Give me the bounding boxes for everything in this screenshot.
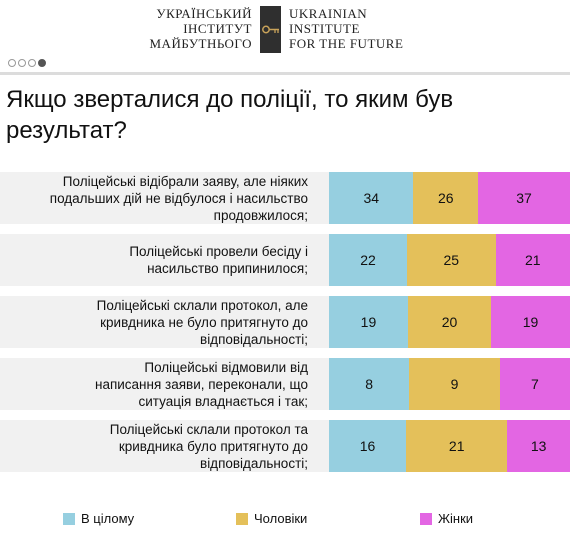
logo-line: Український — [156, 6, 252, 21]
bar-segment: 26 — [413, 172, 479, 224]
category-label: Поліцейські склали протокол, але кривдник… — [10, 297, 308, 348]
data-label: 21 — [448, 438, 465, 454]
data-label: 25 — [443, 252, 460, 268]
data-label: 9 — [450, 376, 459, 392]
logo-text-english: Ukrainian Institute for the Future — [289, 6, 403, 51]
category-label-line: Поліцейські склали протокол та — [109, 421, 308, 437]
bar-segment: 7 — [499, 358, 570, 410]
bar-segment: 25 — [406, 234, 496, 286]
logo-line: Інститут — [183, 21, 252, 36]
category-label: Поліцейські склали протокол та кривдника … — [10, 421, 308, 472]
logo-line: for the Future — [289, 36, 404, 51]
legend-item: Чоловіки — [236, 511, 307, 526]
bar-segment: 22 — [329, 234, 407, 286]
legend-swatch — [236, 512, 248, 525]
key-logo-icon — [260, 6, 281, 53]
legend-item: В цілому — [63, 511, 134, 526]
bar-segment: 19 — [329, 296, 408, 348]
header: Український Інститут Майбутнього Ukraini… — [0, 0, 570, 60]
pager-dot[interactable] — [28, 59, 36, 67]
data-label: 8 — [365, 376, 374, 392]
bar-segment: 16 — [329, 420, 407, 472]
category-label-line: відповідальності; — [200, 455, 308, 471]
bar-segment: 8 — [329, 358, 410, 410]
pager-dot[interactable] — [8, 59, 16, 67]
bar-segment: 21 — [495, 234, 570, 286]
legend-swatch — [420, 512, 432, 525]
category-label-line: Поліцейські відібрали заяву, але ніяких — [62, 173, 308, 189]
category-label-line: подальших дій не відбулося і насильство — [49, 190, 308, 206]
data-label: 26 — [437, 190, 454, 206]
data-label: 7 — [530, 376, 539, 392]
category-label-line: кривдника було притягнуто до — [118, 438, 308, 454]
title-divider — [0, 72, 570, 75]
data-label: 34 — [363, 190, 380, 206]
legend-label: Жінки — [438, 511, 474, 526]
bar-segment: 19 — [491, 296, 570, 348]
legend-swatch — [63, 512, 75, 525]
logo-line: Майбутнього — [149, 36, 252, 51]
bar-segment: 21 — [406, 420, 508, 472]
chart-title: Якщо зверталися до поліції, то яким був … — [6, 86, 454, 144]
bar-segment: 9 — [409, 358, 500, 410]
bar-segment: 37 — [478, 172, 570, 224]
data-label: 19 — [522, 314, 539, 330]
pager-dot[interactable] — [18, 59, 26, 67]
data-label: 37 — [516, 190, 532, 206]
bar-segment: 34 — [329, 172, 414, 224]
pager-dot-active[interactable] — [38, 59, 46, 67]
category-label: Поліцейські відмовили від написання заяви… — [10, 359, 308, 410]
category-label-line: Поліцейські відмовили від — [144, 359, 308, 375]
category-label-line: Поліцейські склали протокол, але — [96, 297, 308, 313]
legend-item: Жінки — [420, 511, 473, 526]
data-label: 16 — [359, 438, 376, 454]
logo-line: Ukrainian — [289, 6, 368, 21]
category-label-line: відповідальності; — [200, 331, 308, 347]
data-label: 13 — [530, 438, 547, 454]
category-label-line: насильство припинилося; — [147, 261, 308, 276]
category-label-line: написання заяви, переконали, що — [94, 376, 308, 392]
bar-segment: 20 — [407, 296, 492, 348]
category-label-line: кривдника не було притягнуто до — [100, 314, 308, 330]
category-label: Поліцейські провели бесіду і насильство п… — [10, 243, 308, 277]
data-label: 22 — [360, 252, 376, 268]
data-label: 19 — [360, 314, 377, 330]
category-label-line: продовжилося; — [213, 207, 308, 223]
legend-label: Чоловіки — [254, 511, 308, 526]
category-label: Поліцейські відібрали заяву, але ніяких п… — [10, 173, 308, 224]
category-label-line: Поліцейські провели бесіду і — [129, 244, 308, 259]
data-label: 20 — [441, 314, 458, 330]
logo-text-ukrainian: Український Інститут Майбутнього — [150, 6, 253, 51]
bar-segment: 13 — [507, 420, 570, 472]
logo-line: Institute — [289, 21, 360, 36]
legend: В цілому Чоловіки Жінки — [0, 511, 570, 529]
legend-label: В цілому — [81, 511, 135, 526]
category-label-line: ситуація владнається і так; — [138, 393, 308, 409]
slide-pager[interactable] — [8, 59, 46, 67]
data-label: 21 — [524, 252, 541, 268]
